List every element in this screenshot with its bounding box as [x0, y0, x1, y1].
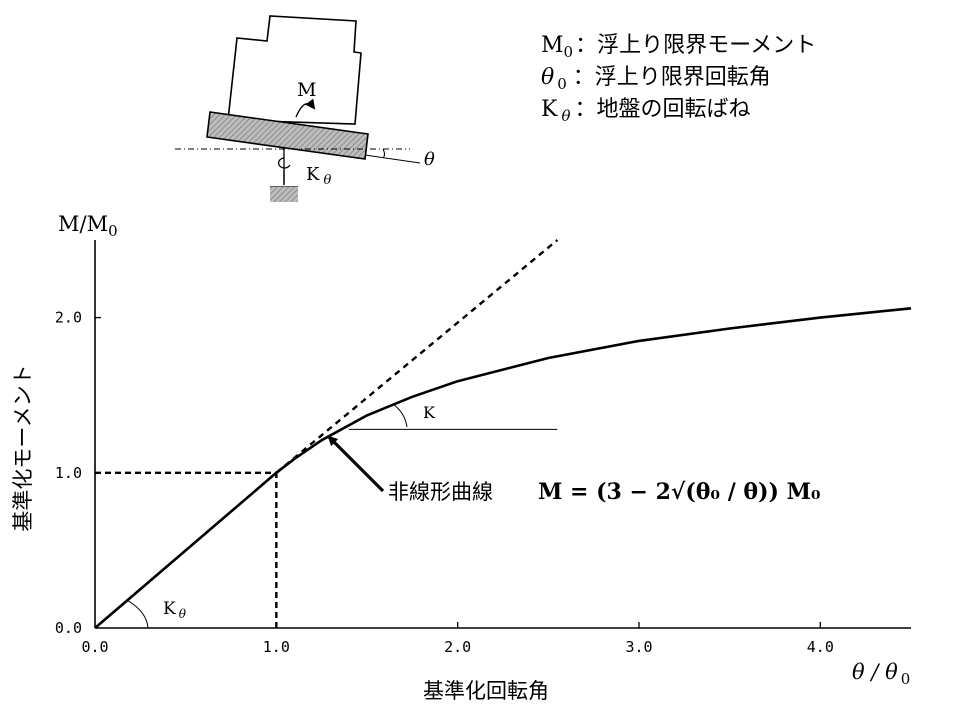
support-hatch — [270, 187, 298, 202]
slope-k-label: K — [423, 403, 436, 422]
x-tick-label: 3.0 — [625, 638, 652, 656]
moment-label: M — [297, 79, 316, 101]
y-tick-label: 2.0 — [55, 309, 82, 327]
y-axis-label: 基準化モーメント — [11, 364, 35, 531]
tilt-line — [364, 154, 421, 164]
nonlinear-moment-curve — [94, 307, 912, 629]
slope-k-arc — [392, 403, 408, 428]
y-axis-symbol: M/M0 — [58, 212, 118, 240]
elastic-extension-line — [275, 239, 559, 474]
x-tick-label: 4.0 — [807, 638, 834, 656]
curve-formula: M = (3 − 2√(θ₀ / θ)) M₀ — [538, 479, 821, 505]
legend-item-m0: M0：浮上り限界モーメント — [541, 33, 816, 61]
x-tick-label: 1.0 — [263, 638, 290, 656]
x-tick-label: 2.0 — [444, 638, 471, 656]
curve-label: 非線形曲線 — [388, 480, 493, 504]
slope-ktheta-arc — [126, 599, 149, 629]
moment-arrow — [295, 98, 316, 118]
foundation-block — [206, 111, 369, 160]
x-tick-label: 0.0 — [81, 638, 108, 656]
angle-label: θ — [424, 149, 435, 170]
moment-rotation-chart: 0.0 1.0 2.0 3.0 4.0 0.0 1.0 2.0 M/M0 基準化モーメント θ… — [11, 212, 912, 703]
y-tick-label: 1.0 — [55, 464, 82, 482]
legend-item-theta0: θ 0 ：浮上り限界回転角 — [541, 65, 771, 93]
y-tick-label: 0.0 — [55, 619, 82, 637]
x-axis-label: 基準化回転角 — [423, 679, 549, 703]
tilt-angle-arc — [382, 148, 385, 159]
building-outline — [227, 15, 362, 125]
callout-arrow — [327, 435, 385, 493]
spring-icon — [277, 157, 291, 185]
